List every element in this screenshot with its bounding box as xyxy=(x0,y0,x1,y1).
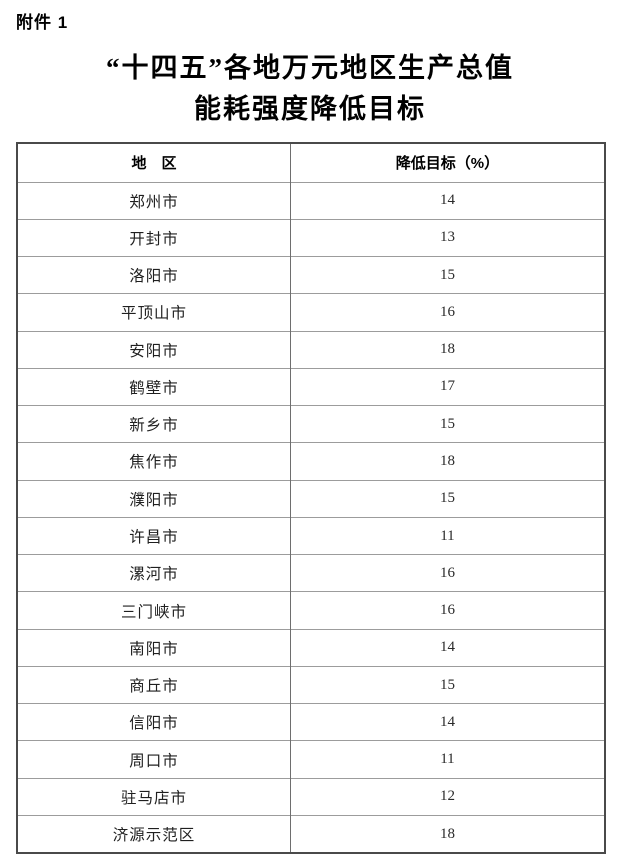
target-cell: 18 xyxy=(289,442,605,481)
region-cell: 新乡市 xyxy=(17,405,291,443)
table-row: 济源示范区 18 xyxy=(17,815,605,853)
region-cell: 鹤壁市 xyxy=(17,367,291,406)
table-header: 地 区 降低目标（%） xyxy=(17,143,605,182)
energy-target-table: 地 区 降低目标（%） 郑州市 14 开封市 13 洛阳市 15 xyxy=(16,142,606,854)
table-row: 安阳市 18 xyxy=(17,330,605,369)
table-row: 洛阳市 15 xyxy=(17,256,605,294)
table-row: 漯河市 16 xyxy=(17,554,605,592)
region-cell: 洛阳市 xyxy=(17,256,291,294)
region-cell: 商丘市 xyxy=(17,665,291,704)
table-row: 南阳市 14 xyxy=(17,628,605,667)
table-row: 郑州市 14 xyxy=(17,181,605,220)
table-row: 三门峡市 16 xyxy=(17,591,605,630)
target-cell: 16 xyxy=(289,293,605,332)
column-header-region: 地 区 xyxy=(131,155,177,173)
table-row: 信阳市 14 xyxy=(17,703,605,741)
target-cell: 15 xyxy=(289,405,605,443)
region-cell: 周口市 xyxy=(17,740,291,779)
region-cell: 安阳市 xyxy=(17,330,291,369)
region-cell: 驻马店市 xyxy=(17,777,291,816)
target-cell: 15 xyxy=(289,665,605,704)
region-cell: 漯河市 xyxy=(17,554,291,592)
region-cell: 平顶山市 xyxy=(17,293,291,332)
region-cell: 开封市 xyxy=(17,218,291,257)
region-cell: 济源示范区 xyxy=(17,815,291,853)
region-cell: 信阳市 xyxy=(17,703,291,741)
target-cell: 11 xyxy=(289,740,605,779)
target-cell: 11 xyxy=(289,516,605,555)
target-cell: 18 xyxy=(289,815,605,853)
table-body: 郑州市 14 开封市 13 洛阳市 15 平顶山市 16 xyxy=(17,181,605,853)
page-title-line-2: 能耗强度降低目标 xyxy=(194,94,426,124)
table-row: 焦作市 18 xyxy=(17,442,605,481)
region-cell: 焦作市 xyxy=(17,442,291,481)
page-title: “十四五”各地万元地区生产总值 能耗强度降低目标 xyxy=(0,48,620,130)
target-cell: 12 xyxy=(289,777,605,816)
table-row: 驻马店市 12 xyxy=(17,777,605,816)
table-row: 平顶山市 16 xyxy=(17,293,605,332)
table-row: 新乡市 15 xyxy=(17,405,605,443)
region-cell: 许昌市 xyxy=(17,516,291,555)
target-cell: 13 xyxy=(289,218,605,257)
region-cell: 郑州市 xyxy=(17,181,291,220)
attachment-label: 附件 1 xyxy=(16,13,69,32)
target-cell: 18 xyxy=(289,330,605,369)
region-cell: 三门峡市 xyxy=(17,591,291,630)
target-cell: 16 xyxy=(289,591,605,630)
target-cell: 14 xyxy=(289,703,605,741)
table-row: 周口市 11 xyxy=(17,740,605,779)
target-cell: 14 xyxy=(289,181,605,220)
region-cell: 南阳市 xyxy=(17,628,291,667)
region-cell: 濮阳市 xyxy=(17,479,291,518)
target-cell: 14 xyxy=(289,628,605,667)
table-row: 开封市 13 xyxy=(17,218,605,257)
target-cell: 16 xyxy=(289,554,605,592)
target-cell: 15 xyxy=(289,256,605,294)
table-row: 商丘市 15 xyxy=(17,665,605,704)
table-row: 许昌市 11 xyxy=(17,516,605,555)
target-cell: 15 xyxy=(289,479,605,518)
column-header-target: 降低目标（%） xyxy=(289,143,605,182)
target-cell: 17 xyxy=(289,367,605,406)
table-row: 濮阳市 15 xyxy=(17,479,605,518)
page-title-line-1: “十四五”各地万元地区生产总值 xyxy=(106,53,514,83)
table-row: 鹤壁市 17 xyxy=(17,367,605,406)
